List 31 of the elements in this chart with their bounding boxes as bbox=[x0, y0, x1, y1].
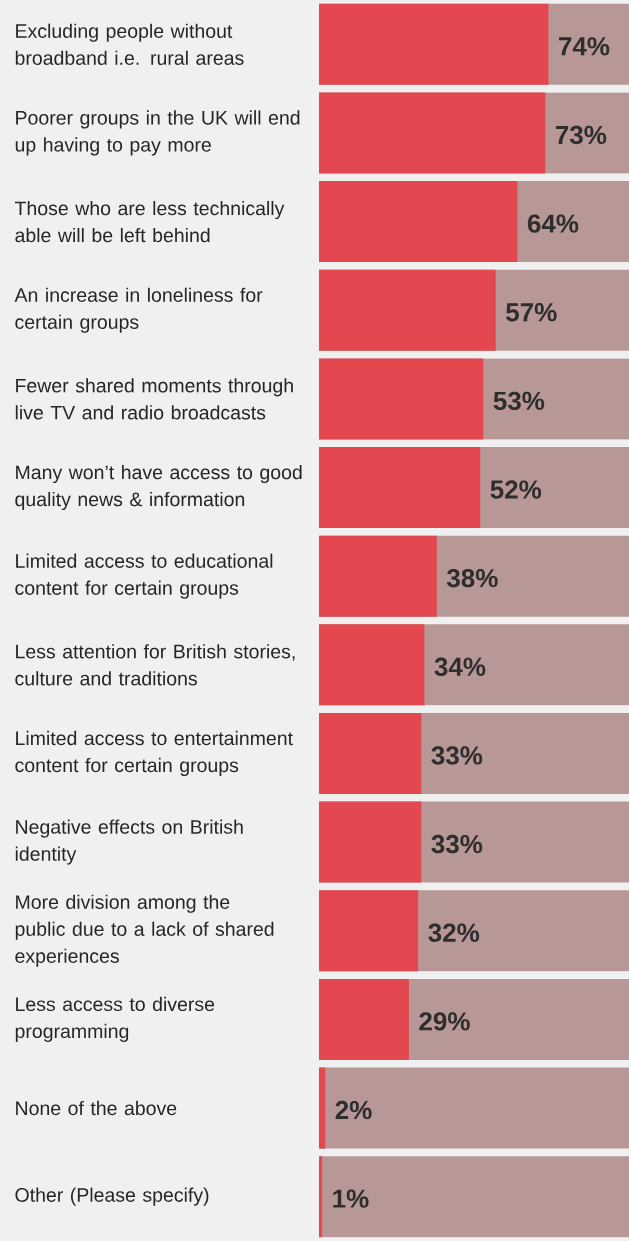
y-tick-label: Many won’t have access to good quality news & information bbox=[15, 464, 302, 511]
y-tick-label: Those who are less technically able will be left behind bbox=[14, 200, 285, 243]
bar bbox=[319, 1156, 323, 1238]
y-tick-label: Excluding people without broadband i.e. rural areas bbox=[15, 23, 244, 65]
y-tick-label: Poorer groups in the UK will end up having to pay more bbox=[15, 110, 300, 156]
data-label: 34% bbox=[434, 657, 486, 677]
data-label: 32% bbox=[428, 923, 480, 942]
data-label: 57% bbox=[506, 303, 557, 322]
data-label: 29% bbox=[419, 1012, 470, 1031]
y-tick-label: Negative effects on British identity bbox=[15, 819, 243, 865]
data-label: 1% bbox=[333, 1189, 369, 1208]
data-label: 53% bbox=[493, 391, 545, 411]
bar bbox=[319, 890, 419, 972]
data-label: 52% bbox=[490, 480, 542, 499]
data-label: 74% bbox=[559, 37, 610, 56]
y-tick-label: None of the above bbox=[16, 1100, 177, 1116]
y-tick-label: An increase in loneliness for certain groups bbox=[14, 287, 263, 333]
y-tick-label: Less attention for British stories, culture and traditions bbox=[15, 644, 295, 686]
y-tick-label: Limited access to entertainment content for certain groups bbox=[15, 730, 293, 777]
data-label: 38% bbox=[446, 568, 498, 588]
data-label: 73% bbox=[555, 125, 607, 145]
y-tick-label: Limited access to educational content for certain groups bbox=[15, 553, 273, 599]
y-tick-label: Fewer shared moments through live TV and radio broadcasts bbox=[15, 378, 293, 420]
bar bbox=[319, 1067, 326, 1149]
data-label: 2% bbox=[335, 1100, 372, 1120]
y-tick-label: Other (Please specify) bbox=[15, 1187, 209, 1206]
data-label: 33% bbox=[431, 834, 483, 854]
data-label: 64% bbox=[527, 214, 579, 233]
y-tick-label: More division among the public due to a lack of shared experiences bbox=[15, 894, 274, 967]
y-tick-label: Less access to diverse programming bbox=[15, 996, 215, 1042]
data-label: 33% bbox=[431, 746, 483, 765]
